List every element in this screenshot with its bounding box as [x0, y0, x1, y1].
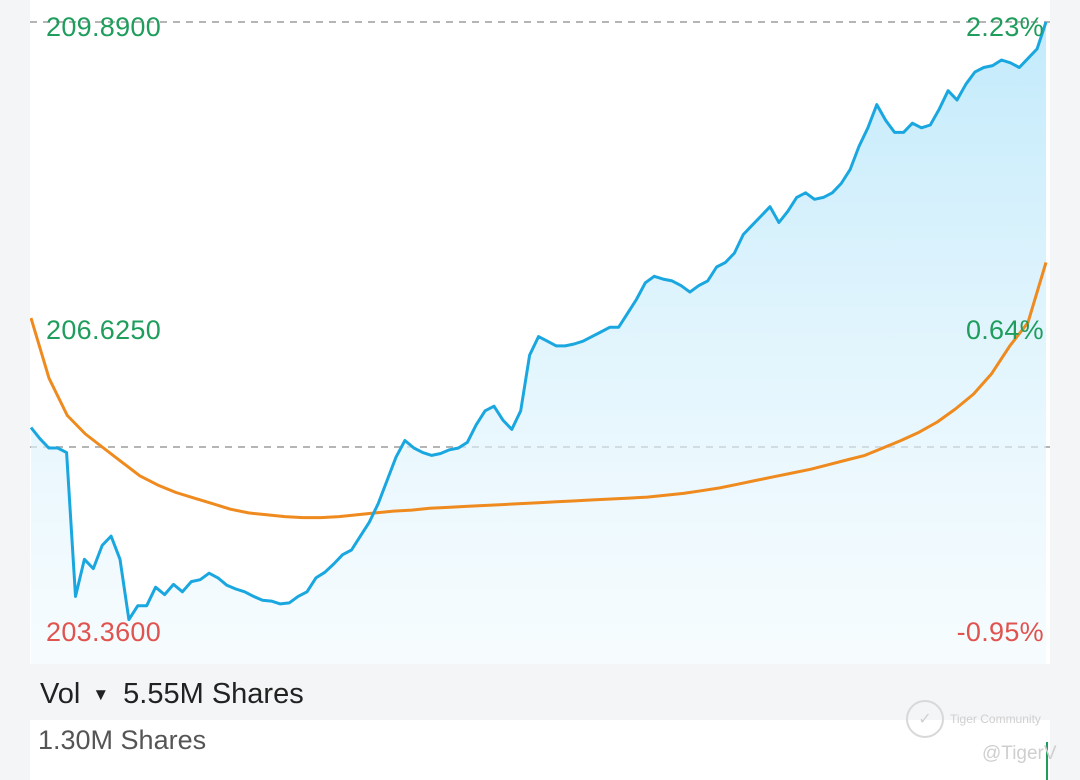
intraday-price-chart[interactable] [30, 0, 1050, 664]
watermark-handle: @TigerV [982, 743, 1057, 764]
tiger-logo-icon: ✓ [906, 700, 944, 738]
y-mid-label: 206.6250 [46, 315, 162, 345]
pct-min-label: -0.95% [956, 617, 1044, 647]
volume-max-label: 1.30M Shares [38, 725, 207, 755]
price-chart-panel[interactable] [30, 0, 1050, 664]
watermark: ✓ Tiger Community [906, 700, 1041, 738]
volume-total: 5.55M Shares [123, 678, 304, 710]
y-min-label: 203.3600 [46, 617, 162, 647]
average-price-line [30, 261, 1048, 520]
pct-mid-label: 0.64% [965, 315, 1044, 345]
volume-chart-panel[interactable] [30, 720, 1050, 780]
volume-selector[interactable]: Vol ▼ 5.55M Shares [40, 678, 304, 711]
volume-bar [1046, 742, 1048, 780]
price-line [30, 21, 1048, 622]
watermark-brand: Tiger Community [950, 712, 1041, 726]
triangle-down-icon[interactable]: ▼ [92, 684, 110, 704]
y-max-label: 209.8900 [46, 12, 162, 42]
volume-label: Vol [40, 678, 81, 710]
price-area-fill [31, 22, 1046, 664]
volume-header-bar [0, 664, 1080, 720]
pct-max-label: 2.23% [965, 12, 1044, 42]
